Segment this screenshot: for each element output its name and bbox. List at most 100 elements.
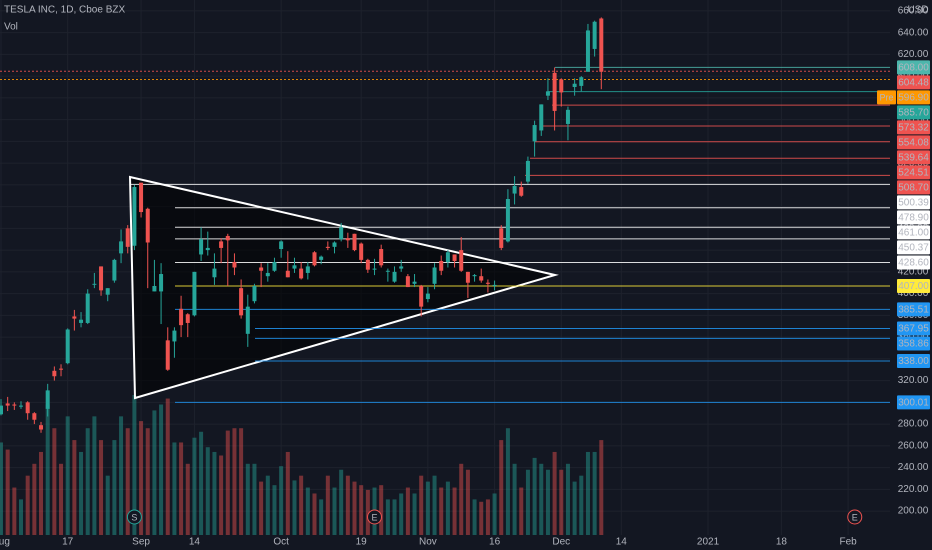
candle-body	[299, 268, 304, 279]
candle-body	[465, 271, 470, 283]
candle-body	[379, 249, 384, 266]
candle-body	[565, 109, 570, 124]
price-label-box	[897, 165, 930, 180]
price-label-box	[897, 321, 930, 336]
price-label-box	[897, 336, 930, 351]
price-label: 450.37	[898, 243, 929, 254]
y-tick-label: 640.00	[898, 27, 929, 38]
candle-body	[52, 370, 57, 377]
candle-body	[292, 265, 297, 269]
y-tick-label: 240.00	[898, 462, 929, 473]
candle-body	[225, 235, 230, 241]
candle-body	[339, 227, 344, 240]
volume-bar	[5, 449, 10, 535]
volume-bar	[272, 485, 277, 535]
volume-bar	[245, 463, 250, 535]
volume-bar	[0, 442, 3, 535]
volume-bar	[425, 481, 430, 535]
candle-body	[392, 271, 397, 282]
candle-body	[312, 252, 317, 266]
volume-bar	[592, 451, 597, 535]
candle-body	[145, 208, 150, 243]
volume-bar	[552, 451, 557, 535]
volume-bar	[379, 485, 384, 535]
volume-bar	[465, 469, 470, 535]
volume-bar	[105, 475, 110, 535]
x-tick-label: 18	[776, 537, 788, 548]
candle-body	[572, 83, 577, 87]
level-lines	[0, 66, 890, 403]
candle-body	[39, 425, 44, 430]
candle-body	[12, 404, 17, 406]
candle-body	[345, 238, 350, 241]
candle-body	[479, 276, 484, 281]
price-label-box	[897, 120, 930, 135]
candle-body	[0, 405, 3, 415]
price-label-box	[897, 180, 930, 195]
y-tick-label: 280.00	[898, 419, 929, 430]
volume-bar	[452, 487, 457, 535]
price-label-box	[897, 150, 930, 165]
x-tick-label: Dec	[552, 537, 570, 548]
candle-body	[472, 275, 477, 277]
volume-bar	[585, 451, 590, 535]
volume-bar	[399, 493, 404, 535]
candle-body	[199, 239, 204, 255]
candle-body	[79, 319, 84, 323]
candle-body	[579, 77, 584, 86]
volume-bar	[25, 475, 30, 535]
candle-body	[85, 293, 90, 323]
volume-bar	[199, 431, 204, 535]
volume-bar	[539, 463, 544, 535]
volume-bar	[165, 398, 170, 535]
y-tick-label: 560.00	[898, 114, 929, 125]
volume-bar	[279, 466, 284, 535]
volume-bar	[565, 463, 570, 535]
volume-bar	[92, 416, 97, 535]
candle-body	[425, 293, 430, 300]
candle-body	[259, 267, 264, 271]
price-label-box	[897, 255, 930, 270]
volume-bar	[359, 485, 364, 535]
volume-bar	[532, 457, 537, 535]
candle-body	[512, 185, 517, 194]
volume-bar	[512, 463, 517, 535]
candle-body	[585, 30, 590, 72]
price-tag: Pre	[879, 92, 893, 102]
volume-bar	[299, 475, 304, 535]
candle-body	[252, 285, 257, 302]
volume-bar	[485, 499, 490, 535]
currency-label[interactable]: USD	[907, 5, 928, 16]
candle-body	[592, 21, 597, 49]
x-tick-label: Feb	[839, 537, 857, 548]
volume-bar	[259, 481, 264, 535]
volume-bar	[365, 489, 370, 535]
volume-bar	[19, 499, 24, 535]
candle-body	[499, 228, 504, 248]
volume-bar	[112, 440, 117, 535]
candle-body	[159, 274, 164, 292]
volume-bar	[219, 455, 224, 535]
volume-bar	[479, 501, 484, 535]
candle-body	[272, 262, 277, 271]
triangle-drawing	[128, 175, 559, 400]
volume-bar	[79, 451, 84, 535]
price-label-box	[897, 354, 930, 369]
candle-body	[65, 329, 70, 364]
candle-body	[279, 241, 284, 250]
volume-bar	[392, 499, 397, 535]
candle-body	[25, 402, 30, 414]
volume-bar	[179, 442, 184, 535]
candle-body	[139, 182, 144, 213]
candle-body	[72, 316, 77, 319]
candle-body	[505, 198, 510, 242]
candle-body	[532, 125, 537, 142]
candle-body	[399, 266, 404, 269]
volume-bar	[339, 469, 344, 535]
price-label: 367.95	[898, 324, 929, 335]
price-label: 573.32	[898, 123, 929, 134]
volume-bar	[152, 410, 157, 535]
x-tick-label: 16	[489, 537, 501, 548]
candle-body	[432, 267, 437, 284]
price-label: 554.08	[898, 138, 929, 149]
